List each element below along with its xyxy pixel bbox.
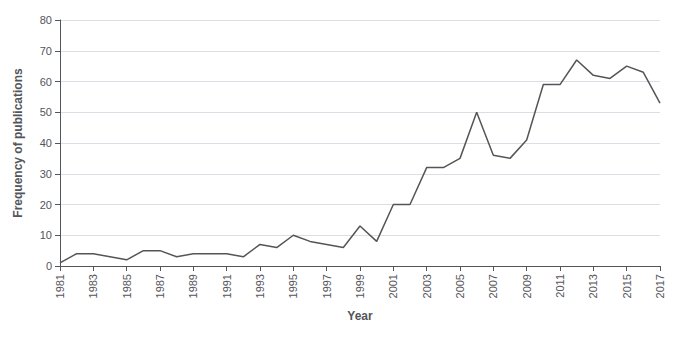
svg-text:1999: 1999	[354, 274, 366, 298]
svg-text:2009: 2009	[521, 274, 533, 298]
svg-text:1989: 1989	[187, 274, 199, 298]
svg-text:Year: Year	[347, 309, 373, 323]
svg-text:1981: 1981	[54, 274, 66, 298]
svg-text:1993: 1993	[254, 274, 266, 298]
svg-text:2011: 2011	[554, 274, 566, 298]
svg-text:20: 20	[40, 199, 52, 211]
svg-text:80: 80	[40, 14, 52, 26]
svg-text:70: 70	[40, 45, 52, 57]
svg-text:1995: 1995	[287, 274, 299, 298]
svg-text:10: 10	[40, 229, 52, 241]
svg-text:60: 60	[40, 76, 52, 88]
svg-text:2005: 2005	[454, 274, 466, 298]
svg-text:1987: 1987	[154, 274, 166, 298]
svg-text:30: 30	[40, 168, 52, 180]
svg-text:2015: 2015	[621, 274, 633, 298]
svg-text:2001: 2001	[387, 274, 399, 298]
svg-text:2017: 2017	[654, 274, 666, 298]
svg-text:1983: 1983	[87, 274, 99, 298]
svg-text:40: 40	[40, 137, 52, 149]
svg-text:50: 50	[40, 106, 52, 118]
svg-text:1997: 1997	[321, 274, 333, 298]
svg-text:2013: 2013	[587, 274, 599, 298]
svg-text:0: 0	[46, 260, 52, 272]
svg-text:1985: 1985	[121, 274, 133, 298]
svg-text:1991: 1991	[221, 274, 233, 298]
svg-text:2003: 2003	[421, 274, 433, 298]
svg-text:Frequency of publications: Frequency of publications	[11, 68, 25, 218]
svg-text:2007: 2007	[487, 274, 499, 298]
